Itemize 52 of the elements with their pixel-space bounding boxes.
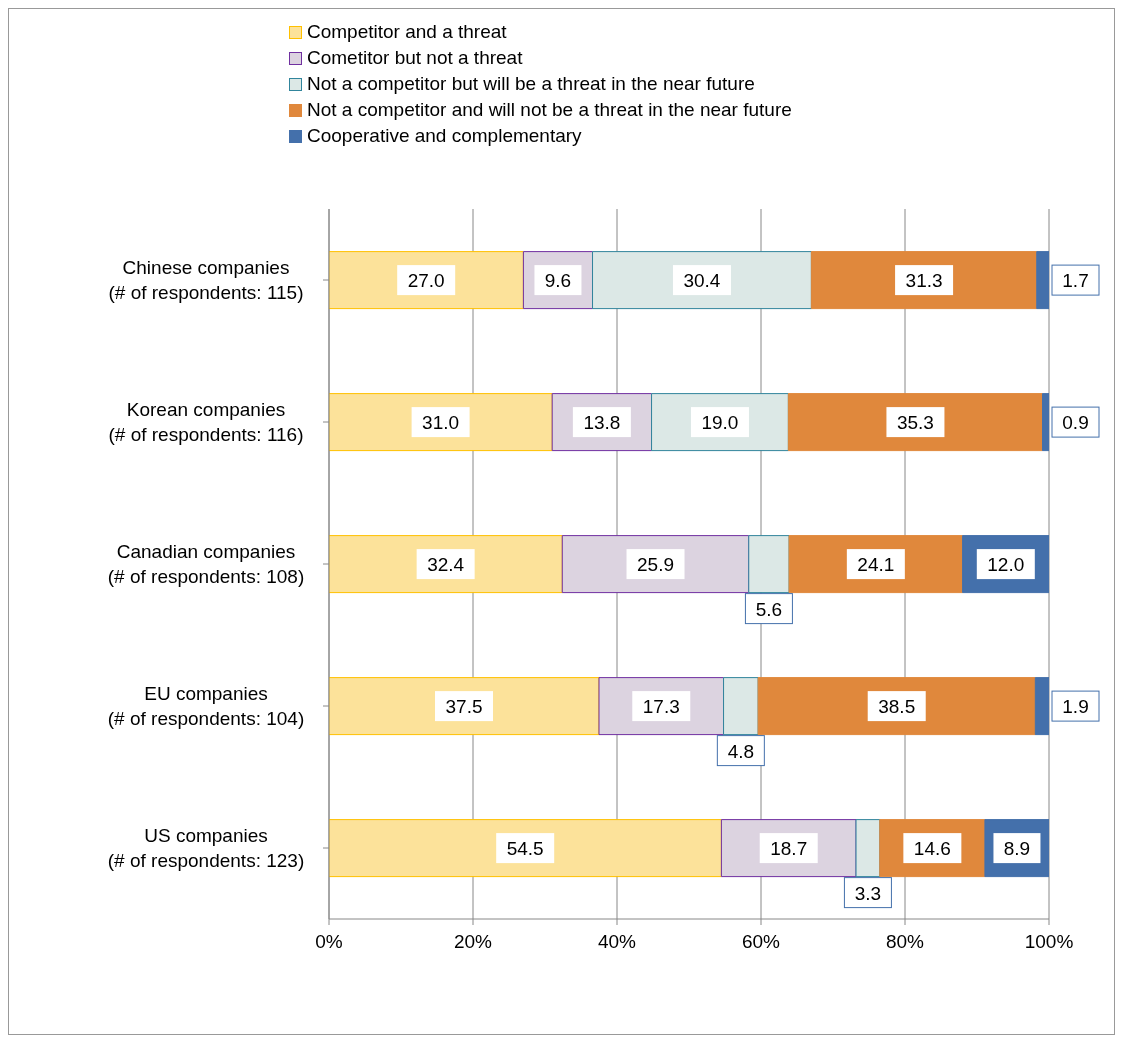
y-tick-label: Chinese companies (# of respondents: 115) [108, 257, 304, 303]
data-label: 14.6 [913, 838, 951, 860]
legend-label: Not a competitor but will be a threat in the near future [307, 72, 755, 96]
data-label: 4.8 [727, 740, 755, 762]
data-label: 54.5 [506, 838, 544, 860]
x-tick-label: 0% [315, 931, 343, 953]
data-label: 5.6 [755, 598, 783, 620]
y-tick-label: Korean companies (# of respondents: 116) [108, 399, 304, 445]
bar [787, 393, 1044, 452]
bar [329, 393, 553, 452]
data-label: 18.7 [770, 838, 808, 860]
y-tick-label: Canadian companies (# of respondents: 108) [107, 541, 305, 587]
bar [757, 677, 1036, 736]
data-label: 30.4 [683, 270, 721, 292]
data-label: 13.8 [583, 412, 621, 434]
x-tick-label: 20% [453, 931, 493, 953]
data-label: 9.6 [544, 270, 572, 292]
data-label: 31.0 [422, 412, 460, 434]
bar [329, 819, 722, 878]
data-label: 37.5 [445, 696, 483, 718]
y-tick-label: EU companies (# of respondents: 104) [107, 683, 305, 729]
legend-label: Cometitor but not a threat [307, 46, 523, 70]
data-label: 35.3 [896, 412, 934, 434]
data-label: 17.3 [642, 696, 680, 718]
data-label: 12.0 [987, 554, 1025, 576]
bar [1034, 677, 1049, 736]
bar [1042, 393, 1049, 452]
data-label: 3.3 [854, 882, 882, 904]
x-tick-label: 40% [597, 931, 637, 953]
legend-label: Cooperative and complementary [307, 124, 582, 148]
legend-label: Not a competitor and will not be a threat in the near future [307, 98, 792, 122]
bar [810, 251, 1038, 310]
bar [592, 251, 812, 310]
data-label: 8.9 [1003, 838, 1031, 860]
data-label: 24.1 [857, 554, 895, 576]
data-label: 31.3 [905, 270, 943, 292]
bar [329, 677, 600, 736]
bar [329, 535, 563, 594]
bar [1036, 251, 1049, 310]
x-tick-label: 100% [1024, 931, 1074, 953]
data-label: 1.7 [1062, 270, 1089, 292]
legend-label: Competitor and a threat [307, 20, 507, 44]
data-label: 32.4 [427, 554, 465, 576]
data-label: 1.9 [1062, 696, 1089, 718]
x-tick-label: 80% [885, 931, 925, 953]
x-tick-label: 60% [741, 931, 781, 953]
y-tick-label: US companies (# of respondents: 123) [107, 825, 305, 871]
data-label: 25.9 [637, 554, 675, 576]
data-label: 27.0 [407, 270, 445, 292]
data-label: 19.0 [701, 412, 739, 434]
data-label: 38.5 [878, 696, 916, 718]
data-label: 0.9 [1062, 412, 1089, 434]
